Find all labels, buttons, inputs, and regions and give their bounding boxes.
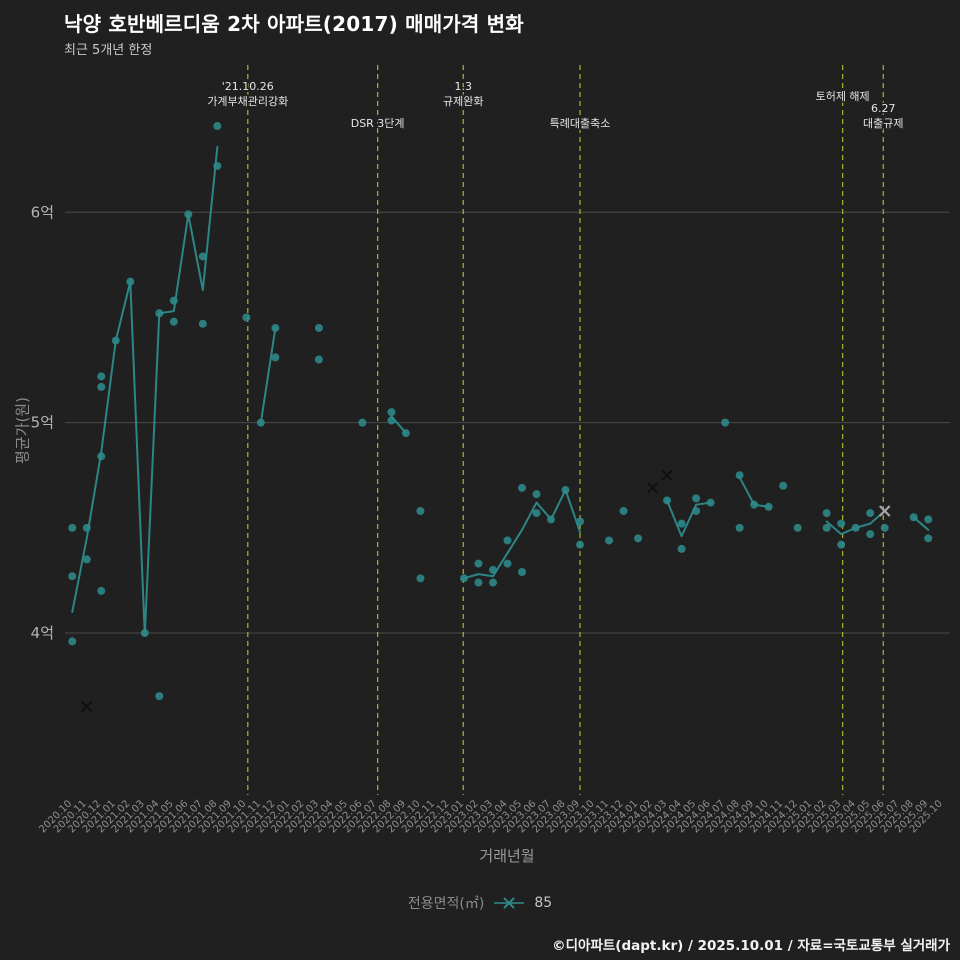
svg-text:규제완화: 규제완화 [443,95,483,108]
svg-text:6.27: 6.27 [871,102,896,115]
svg-text:특례대출축소: 특례대출축소 [550,117,611,130]
source-credit: ©디아파트(dapt.kr) / 2025.10.01 / 자료=국토교통부 실… [552,938,950,954]
page-title: 낙양 호반베르디움 2차 아파트(2017) 매매가격 변화 [64,12,524,36]
svg-text:4억: 4억 [31,624,54,642]
x-axis-title: 거래년월 [479,847,535,865]
svg-text:토허제 해제: 토허제 해제 [816,89,870,103]
svg-text:DSR 3단계: DSR 3단계 [351,117,405,130]
legend-series-85: 85 [534,895,553,911]
svg-text:5억: 5억 [31,414,54,432]
y-axis-title: 평균가(원) [13,397,32,464]
svg-text:가계부채관리강화: 가계부채관리강화 [207,95,288,108]
svg-text:'21.10.26: '21.10.26 [222,80,274,93]
svg-text:6억: 6억 [31,203,54,221]
svg-text:대출규제: 대출규제 [863,117,903,130]
x-marker-icon [494,897,525,909]
legend: 전용면적(㎡) 85 [0,893,960,913]
page-subtitle: 최근 5개년 한정 [64,43,153,58]
legend-area-label: 전용면적(㎡) [407,896,485,912]
svg-text:1.3: 1.3 [455,80,473,93]
